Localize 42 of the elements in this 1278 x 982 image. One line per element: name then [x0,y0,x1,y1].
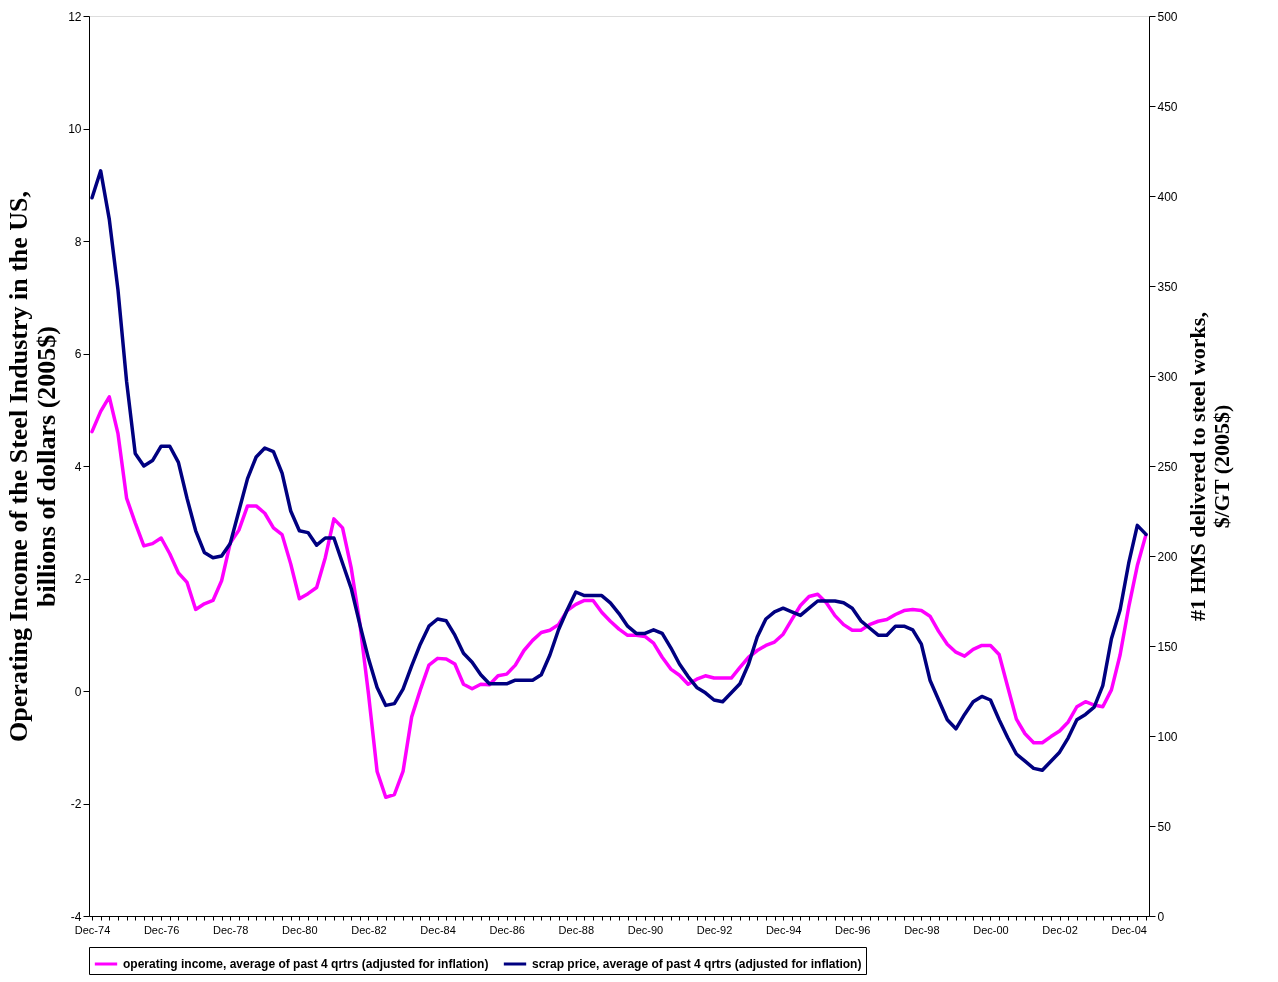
x-tick-label: Dec-90 [627,923,664,936]
y2-tick-label: 250 [1157,459,1178,474]
x-tick-label: Dec-94 [765,923,802,936]
y2-tick-label: 300 [1157,369,1178,384]
y2-tick-label: 350 [1157,279,1178,294]
x-tick-label: Dec-02 [1042,923,1078,936]
y-tick-label: 4 [74,459,82,474]
line-series [90,169,1148,772]
x-tick-label: Dec-04 [1111,923,1147,936]
x-tick-label: Dec-74 [74,923,111,936]
x-tick-label: Dec-76 [143,923,180,936]
x-tick-label: Dec-82 [351,923,387,936]
x-tick-label: Dec-96 [835,923,871,936]
y2-axis-title: #1 HMS delivered to steel works, $/GT (2005$) [1184,312,1234,621]
y-tick-label: 8 [74,234,82,249]
y-tick-label: 10 [68,122,82,136]
y-axis-title: Operating Income of the Steel Industry in the US, billions of dollars (2005$) [4,190,62,743]
y2-tick-label: 0 [1157,909,1165,924]
y2-tick-label: 200 [1157,549,1178,564]
x-tick-label: Dec-98 [904,923,940,936]
y2-tick-label: 450 [1157,99,1178,114]
legend-label: scrap price, average of past 4 qrtrs (adjusted for inflation) [532,957,862,971]
y2-tick-label: 400 [1157,189,1178,204]
x-tick-label: Dec-80 [282,923,318,936]
y2-tick-label: 100 [1157,729,1178,744]
y-tick-label: 2 [74,572,82,586]
line-series [90,395,1148,800]
x-tick-label: Dec-92 [696,923,733,936]
y2-tick-label: 50 [1157,819,1172,834]
x-tick-label: Dec-00 [973,923,1009,936]
y2-tick-label: 150 [1157,639,1178,654]
y2-tick-label: 500 [1157,9,1178,24]
y-tick-label: 0 [74,684,82,699]
y-tick-label: -2 [70,797,82,811]
y-tick-label: -4 [70,909,82,924]
x-tick-label: Dec-78 [213,923,249,936]
x-tick-label: Dec-84 [420,923,456,936]
x-tick-label: Dec-86 [489,923,525,936]
y-tick-label: 6 [74,347,82,361]
x-tick-label: Dec-88 [558,923,595,936]
legend-label: operating income, average of past 4 qrtrs (adjusted for inflation) [123,957,489,971]
y-tick-label: 12 [68,9,82,24]
